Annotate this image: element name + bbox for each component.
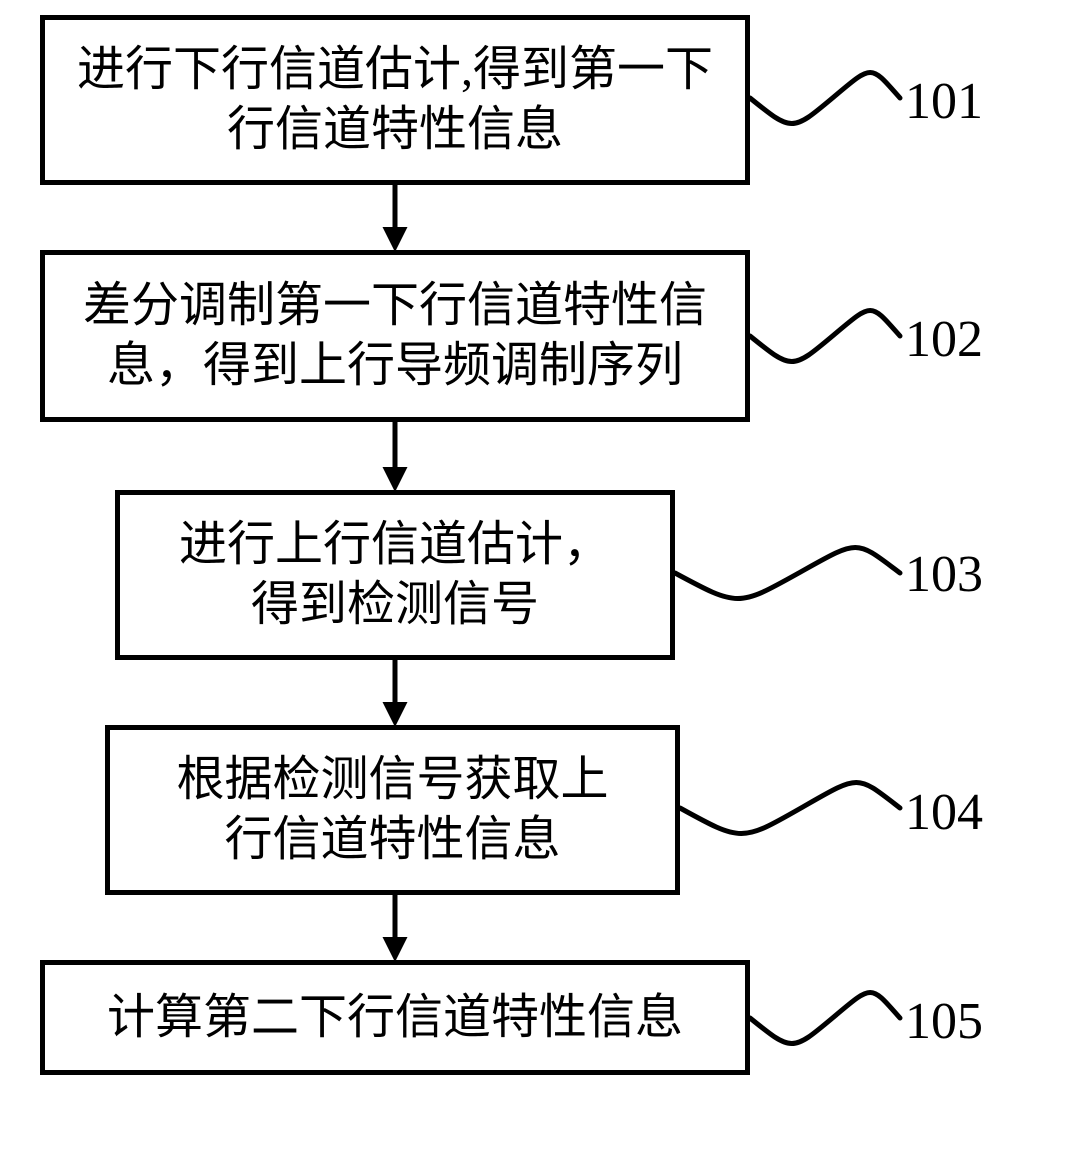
flow-node-4: 根据检测信号获取上行信道特性信息 [105, 725, 680, 895]
flow-node-2: 差分调制第一下行信道特性信息，得到上行导频调制序列 [40, 250, 750, 422]
step-label-102: 102 [905, 310, 983, 369]
step-label-103: 103 [905, 545, 983, 604]
flow-node-3-text: 进行上行信道估计，得到检测信号 [179, 515, 611, 635]
flow-node-3: 进行上行信道估计，得到检测信号 [115, 490, 675, 660]
flow-node-1: 进行下行信道估计,得到第一下行信道特性信息 [40, 15, 750, 185]
step-label-104: 104 [905, 783, 983, 842]
step-label-101: 101 [905, 72, 983, 131]
flow-node-5-text: 计算第二下行信道特性信息 [107, 988, 683, 1048]
flow-node-5: 计算第二下行信道特性信息 [40, 960, 750, 1075]
flow-node-1-text: 进行下行信道估计,得到第一下行信道特性信息 [77, 40, 713, 160]
diagram-canvas: 进行下行信道估计,得到第一下行信道特性信息 差分调制第一下行信道特性信息，得到上… [0, 0, 1072, 1155]
flow-node-4-text: 根据检测信号获取上行信道特性信息 [176, 750, 608, 870]
flow-node-2-text: 差分调制第一下行信道特性信息，得到上行导频调制序列 [83, 276, 707, 396]
step-label-105: 105 [905, 992, 983, 1051]
